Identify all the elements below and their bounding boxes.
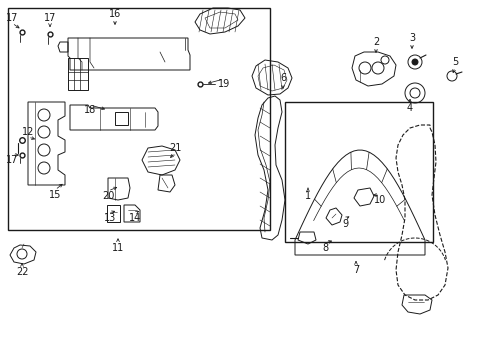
Text: 9: 9 bbox=[342, 219, 348, 229]
Text: 3: 3 bbox=[409, 33, 415, 43]
Text: 22: 22 bbox=[16, 267, 28, 277]
Text: 6: 6 bbox=[280, 73, 286, 83]
Text: 17: 17 bbox=[6, 155, 18, 165]
Text: 14: 14 bbox=[129, 213, 141, 223]
Text: 2: 2 bbox=[373, 37, 379, 47]
Text: 17: 17 bbox=[6, 13, 18, 23]
Text: 21: 21 bbox=[169, 143, 181, 153]
Text: 10: 10 bbox=[374, 195, 386, 205]
Bar bbox=[285, 102, 433, 242]
Text: 15: 15 bbox=[49, 190, 61, 200]
Text: 13: 13 bbox=[104, 213, 116, 223]
Text: 5: 5 bbox=[452, 57, 458, 67]
Text: 19: 19 bbox=[218, 79, 230, 89]
Text: 17: 17 bbox=[44, 13, 56, 23]
Text: 20: 20 bbox=[102, 191, 114, 201]
Text: 1: 1 bbox=[305, 191, 311, 201]
Text: 16: 16 bbox=[109, 9, 121, 19]
Circle shape bbox=[412, 59, 418, 65]
Text: 7: 7 bbox=[353, 265, 359, 275]
Text: 4: 4 bbox=[407, 103, 413, 113]
Text: 18: 18 bbox=[84, 105, 96, 115]
Text: 12: 12 bbox=[22, 127, 34, 137]
Bar bbox=[8, 8, 270, 230]
Text: 11: 11 bbox=[112, 243, 124, 253]
Text: 8: 8 bbox=[322, 243, 328, 253]
